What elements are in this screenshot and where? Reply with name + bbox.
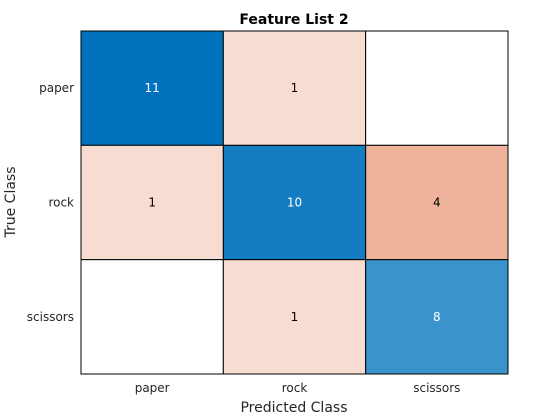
cell-paper-scissors: [365, 30, 509, 146]
cell-paper-paper: [80, 30, 224, 146]
x-tick-label: rock: [282, 381, 308, 395]
cell-value: 11: [145, 81, 160, 95]
cell-value: 1: [291, 310, 299, 324]
cell-rock-paper: [80, 144, 224, 261]
chart-title: Feature List 2: [239, 12, 348, 28]
y-axis-label: True Class: [3, 166, 19, 238]
cell-value: 1: [291, 81, 299, 95]
tick-labels: paper rock scissors paper rock scissors: [27, 81, 461, 395]
cell-value: 4: [433, 196, 441, 210]
cell-value: 10: [287, 196, 302, 210]
cell-scissors-rock: [222, 259, 367, 375]
cell-value: 8: [433, 310, 441, 324]
y-tick-label: scissors: [27, 310, 74, 324]
cells-layer: 11 11 10 41 8: [80, 30, 509, 375]
cell-value: 1: [148, 196, 156, 210]
x-tick-label: scissors: [413, 381, 460, 395]
x-axis-label: Predicted Class: [240, 400, 347, 416]
cell-rock-scissors: [365, 144, 509, 261]
cell-scissors-scissors: [365, 259, 509, 375]
x-tick-label: paper: [135, 381, 170, 395]
cell-rock-rock: [222, 144, 367, 261]
cell-paper-rock: [222, 30, 367, 146]
cell-scissors-paper: [80, 259, 224, 375]
y-tick-label: rock: [48, 196, 74, 210]
y-tick-label: paper: [39, 81, 74, 95]
